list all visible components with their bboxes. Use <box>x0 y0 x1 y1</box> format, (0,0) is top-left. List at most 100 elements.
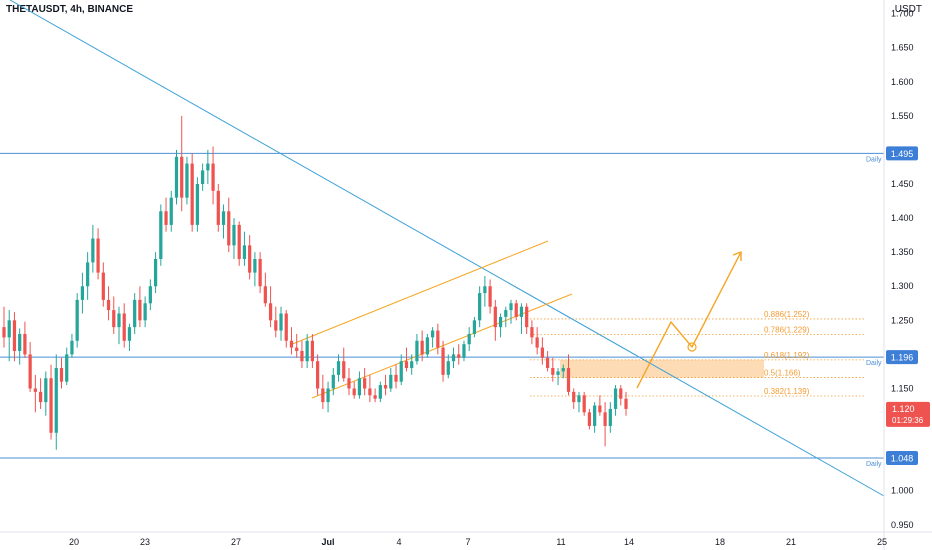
candle-body <box>70 340 74 355</box>
candle-body <box>206 163 210 171</box>
candle-body <box>59 368 64 382</box>
candle-body <box>138 299 142 321</box>
x-tick-label: 27 <box>231 537 241 547</box>
y-tick-label: 1.350 <box>891 247 914 257</box>
candle-body <box>216 190 220 225</box>
candle-body <box>180 156 184 198</box>
candle-body <box>211 163 215 191</box>
candle-body <box>80 286 85 300</box>
candle-body <box>91 238 95 263</box>
candle-body <box>556 371 560 375</box>
y-tick-label: 1.000 <box>891 486 914 496</box>
candle-body <box>122 313 126 341</box>
candle-body <box>441 347 445 375</box>
candle-body <box>305 340 309 362</box>
candle-body <box>457 354 461 358</box>
candle-body <box>300 350 304 362</box>
fib-level-label: 0.382(1.139) <box>764 387 810 396</box>
fib-level-label: 0.618(1.192) <box>764 351 810 360</box>
candle-body <box>336 361 341 375</box>
candle-body <box>75 299 79 341</box>
candle-body <box>101 272 105 300</box>
candle-body <box>545 357 550 369</box>
x-tick-label: 21 <box>786 537 796 547</box>
candle-body <box>519 306 524 317</box>
level-price-badge <box>886 450 918 465</box>
candle-body <box>410 361 414 369</box>
daily-level-tag: Daily <box>866 360 882 367</box>
daily-level-tag: Daily <box>866 461 882 468</box>
candle-body <box>133 299 137 328</box>
candle-body <box>451 354 456 362</box>
level-price-label: 1.048 <box>891 453 914 463</box>
candle-body <box>530 327 534 338</box>
candle-body <box>436 330 440 348</box>
candle-body <box>399 361 403 382</box>
level-price-label: 1.196 <box>891 353 914 363</box>
candle-body <box>373 395 377 399</box>
candle-body <box>242 245 247 259</box>
level-price-label: 1.495 <box>891 149 914 159</box>
candle-body <box>248 245 252 273</box>
candle-body <box>478 293 482 321</box>
candle-body <box>237 224 241 259</box>
candle-body <box>577 395 581 403</box>
projection-marker <box>687 342 697 352</box>
candle-body <box>493 306 497 328</box>
candle-body <box>253 258 257 273</box>
candle-body <box>263 286 267 304</box>
chart-title: THETAUSDT, 4h, BINANCE <box>6 4 134 15</box>
level-price-badge <box>886 350 918 365</box>
candle-body <box>415 340 419 362</box>
candle-body <box>598 405 602 413</box>
daily-level-tag: Daily <box>866 156 882 163</box>
candle-body <box>268 303 273 321</box>
candle-body <box>169 197 173 225</box>
current-price-badge <box>886 401 930 427</box>
candle-body <box>315 361 320 389</box>
candle-body <box>383 385 388 389</box>
y-tick-label: 0.950 <box>891 520 914 530</box>
candle-body <box>619 388 623 399</box>
candle-body <box>514 303 518 317</box>
candle-body <box>289 340 294 348</box>
candle-body <box>378 385 382 399</box>
x-tick-label: 25 <box>877 537 887 547</box>
candle-body <box>18 333 22 351</box>
candle-body <box>295 347 299 351</box>
fib-level-label: 0.886(1.252) <box>764 310 810 319</box>
candle-body <box>582 395 586 413</box>
y-tick-label: 1.250 <box>891 315 914 325</box>
candle-body <box>185 163 189 198</box>
current-price-label: 1.120 <box>892 404 915 414</box>
candle-body <box>430 330 435 338</box>
candle-body <box>117 313 121 328</box>
level-price-badge <box>886 146 918 161</box>
candle-body <box>342 361 346 379</box>
candle-body <box>368 388 372 396</box>
candle-body <box>7 320 11 338</box>
x-tick-label: Jul <box>321 537 334 547</box>
candle-body <box>566 368 571 392</box>
candle-body <box>540 347 544 358</box>
candle-body <box>33 388 37 392</box>
y-tick-label: 1.650 <box>891 43 914 53</box>
candle-body <box>284 313 288 341</box>
candle-body <box>525 306 529 328</box>
candle-body <box>28 354 32 389</box>
x-tick-label: 20 <box>69 537 79 547</box>
candle-body <box>467 333 471 345</box>
candle-body <box>12 320 17 351</box>
candle-body <box>613 388 618 409</box>
candle-body <box>153 258 158 287</box>
x-tick-label: 11 <box>556 537 565 547</box>
candle-body <box>404 361 409 369</box>
candle-body <box>326 388 330 403</box>
x-tick-label: 4 <box>396 537 401 547</box>
countdown-label: 01:29:36 <box>892 416 924 425</box>
channel-upper-line <box>289 240 549 346</box>
candle-body <box>425 337 429 355</box>
candle-body <box>201 170 205 185</box>
y-tick-label: 1.600 <box>891 77 914 87</box>
